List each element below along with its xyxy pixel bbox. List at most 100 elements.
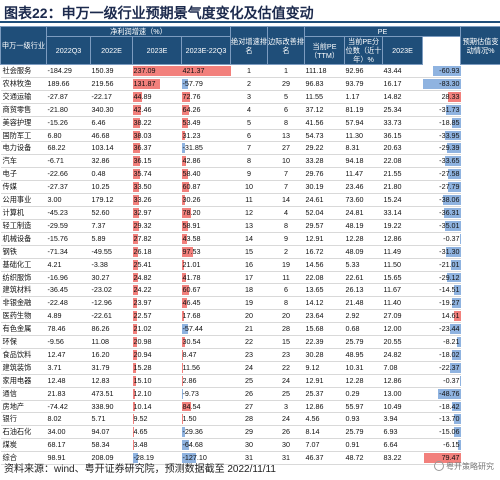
cell-value: 27.82 [133, 233, 152, 243]
cell-diff: 64.26 [181, 103, 231, 117]
cell-diff: 30.54 [181, 335, 231, 349]
cell-value: 14.61 [441, 311, 460, 321]
cell-pe-ttm: 12.91 [304, 374, 345, 388]
data-bar [181, 66, 231, 76]
cell-rank-abs: 31 [230, 451, 268, 466]
data-bar [181, 272, 187, 283]
cell-rank-edge: 8 [267, 116, 305, 130]
cell-q3: -184.29 [46, 64, 91, 78]
cell-industry: 计算机 [0, 206, 47, 220]
cell-value: -83.30 [439, 78, 460, 88]
cell-rank-abs: 4 [230, 103, 268, 117]
cell-pe-ttm: 29.22 [304, 141, 345, 156]
data-bar [181, 246, 193, 257]
cell-industry: 环保 [0, 335, 47, 349]
data-bar [132, 453, 139, 464]
cell-value: -31.30 [439, 246, 460, 256]
cell-2023e: 3.48 [132, 438, 182, 453]
cell-pe-pct: 8.31 [344, 141, 383, 156]
cell-value: 33.26 [133, 195, 152, 205]
cell-rank-abs: 22 [230, 335, 268, 349]
data-bar [181, 207, 191, 218]
cell-2022e: 340.30 [90, 103, 133, 117]
data-bar [447, 169, 461, 180]
data-bar [132, 130, 141, 141]
cell-value: 25.41 [133, 259, 152, 269]
cell-q3: 68.22 [46, 141, 91, 156]
cell-industry: 建筑材料 [0, 283, 47, 298]
cell-diff: 72.76 [181, 90, 231, 104]
cell-2023e: 38.22 [132, 116, 182, 130]
cell-rank-abs: 24 [230, 361, 268, 375]
data-bar [132, 143, 141, 154]
cell-2022e: 31.79 [90, 361, 133, 375]
cell-value: 78.20 [182, 207, 201, 217]
cell-pe-ttm: 9.12 [304, 361, 345, 375]
data-bar [132, 311, 138, 322]
cell-diff: 11.56 [181, 361, 231, 375]
cell-q3: -71.34 [46, 245, 91, 259]
cell-pe-pct: 92.96 [344, 64, 383, 78]
table-row: 家用电器 12.48 12.83 15.10 2.86 25 24 12.91 12.28 12.… [0, 374, 500, 388]
cell-industry: 机械设备 [0, 232, 47, 246]
cell-rank-abs: 10 [230, 180, 268, 195]
cell-industry: 房地产 [0, 400, 47, 414]
cell-pe-2023e: 21.55 [382, 167, 423, 182]
cell-rank-edge: 9 [267, 232, 305, 246]
data-bar [181, 78, 189, 89]
table-row: 社会服务 -184.29 150.39 237.09 421.37 1 1 111.18 92.… [0, 64, 500, 78]
cell-rank-abs: 17 [230, 271, 268, 285]
cell-value: 72.76 [182, 91, 201, 101]
cell-pe-ttm: 14.12 [304, 296, 345, 311]
cell-rank-abs: 9 [230, 167, 268, 182]
data-bar [451, 298, 461, 309]
cell-2023e: 12.10 [132, 387, 182, 401]
data-bar [132, 285, 138, 296]
data-bar [452, 349, 461, 360]
cell-pe-chg: -0.37 [422, 232, 461, 246]
header-pe-group: PE [304, 26, 462, 37]
cell-pe-ttm: 54.73 [304, 129, 345, 143]
header-profit-group: 净利润增速（%） [45, 26, 232, 37]
cell-rank-edge: 28 [267, 322, 305, 337]
cell-2023e: 24.82 [132, 271, 182, 285]
cell-pe-ttm: 111.18 [304, 64, 345, 78]
cell-q3: 21.83 [46, 387, 91, 401]
table-row: 房地产 -74.42 338.90 10.14 84.54 27 3 12.86 55.97 10… [0, 400, 500, 414]
table-row: 农林牧渔 189.66 219.56 131.87 -57.79 2 29 96.83 93.7… [0, 77, 500, 91]
cell-industry: 商贸零售 [0, 103, 47, 117]
cell-industry: 轻工制造 [0, 219, 47, 233]
cell-2023e: 27.82 [132, 232, 182, 246]
cell-2022e: 208.09 [90, 451, 133, 466]
cell-value: -27.79 [439, 182, 460, 192]
table-row: 基础化工 4.21 -3.38 25.41 21.01 16 19 14.56 5.33 11.5… [0, 258, 500, 272]
cell-pe-ttm: 29.57 [304, 219, 345, 233]
cell-rank-edge: 10 [267, 154, 305, 169]
cell-rank-edge: 25 [267, 387, 305, 401]
cell-value: 97.53 [182, 246, 201, 256]
cell-2022e: 46.68 [90, 129, 133, 143]
cell-industry: 医药生物 [0, 309, 47, 324]
cell-q3: 4.89 [46, 309, 91, 324]
cell-pe-2023e: 20.63 [382, 141, 423, 156]
header-pe-chg: 预期估值变动情况% [460, 26, 500, 65]
header-industry: 申万一级行业 [0, 26, 47, 65]
cell-rank-edge: 3 [267, 400, 305, 414]
header-q3: 2022Q3 [46, 36, 91, 65]
cell-pe-chg: -33.95 [422, 129, 461, 143]
cell-diff: -64.68 [181, 438, 231, 453]
cell-pe-ttm: 25.37 [304, 387, 345, 401]
cell-pe-ttm: 96.83 [304, 77, 345, 91]
data-bar [181, 337, 186, 347]
cell-value: -31.85 [182, 143, 203, 153]
data-bar [181, 104, 189, 115]
cell-2022e: 338.90 [90, 400, 133, 414]
data-bar [454, 414, 461, 425]
data-bar [445, 156, 461, 167]
cell-rank-edge: 4 [267, 206, 305, 220]
cell-value: -48.76 [439, 388, 460, 398]
cell-pe-chg: -18.02 [422, 348, 461, 362]
cell-rank-abs: 7 [230, 141, 268, 156]
cell-2023e: 26.18 [132, 245, 182, 259]
cell-q3: -27.87 [46, 90, 91, 104]
